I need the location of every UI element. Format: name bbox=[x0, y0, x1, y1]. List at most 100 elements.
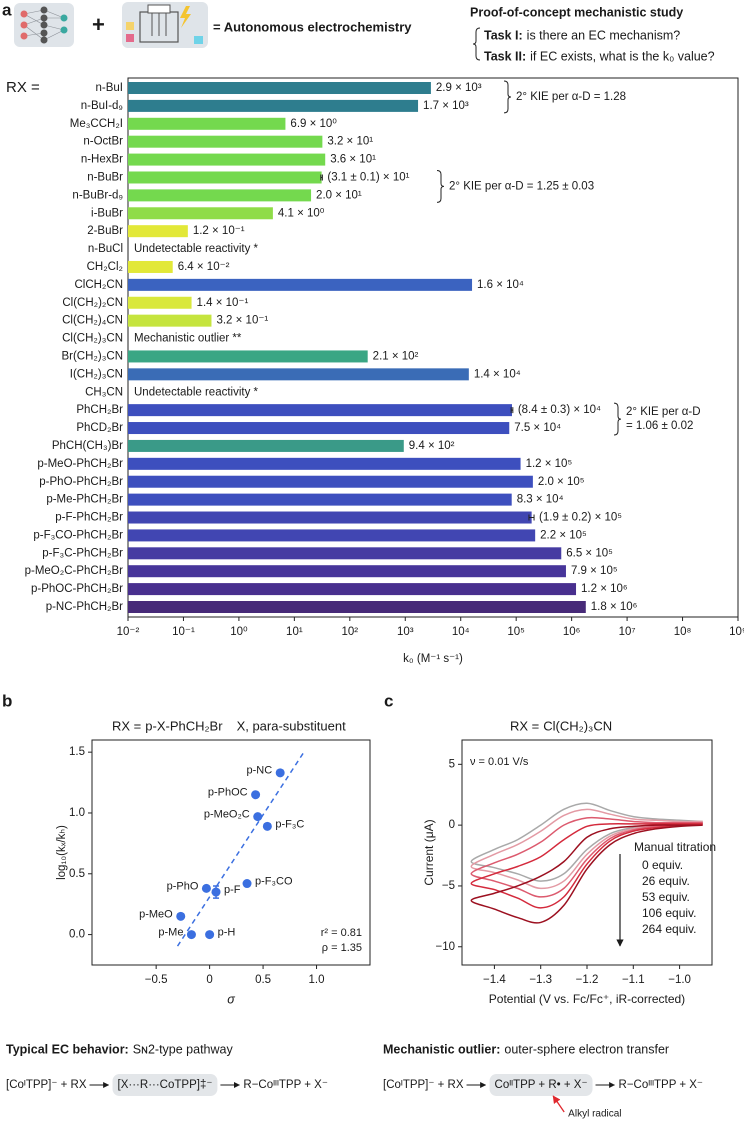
kie-brace bbox=[436, 169, 445, 203]
bar bbox=[128, 296, 192, 309]
value-label: 3.6 × 10¹ bbox=[330, 154, 376, 166]
y-tick-label: −10 bbox=[435, 941, 455, 953]
y-tick-label: 5 bbox=[449, 758, 455, 770]
category-label: PhCD₂Br bbox=[76, 422, 123, 434]
bar bbox=[128, 117, 286, 130]
category-label: Cl(CH₂)₄CN bbox=[62, 315, 123, 327]
kie-brace bbox=[503, 80, 512, 114]
scheme-heading: Mechanistic outlier: bbox=[383, 1042, 500, 1056]
cv-curve bbox=[470, 802, 703, 882]
category-label: CH₃CN bbox=[85, 386, 123, 398]
study-title: Proof-of-concept mechanistic study bbox=[470, 5, 683, 19]
bar bbox=[128, 135, 323, 148]
cv-curve bbox=[470, 808, 703, 890]
scheme-term: R−CoᴵᴵᴵTPP + X⁻ bbox=[243, 1079, 328, 1091]
value-label: 7.5 × 10⁴ bbox=[514, 422, 561, 434]
panel-label: a bbox=[2, 0, 12, 19]
task-text: if EC exists, what is the k₀ value? bbox=[530, 49, 714, 63]
cv-curve bbox=[470, 816, 703, 898]
error-bar bbox=[510, 407, 514, 414]
x-tick-label: 10⁵ bbox=[507, 626, 525, 638]
category-label: p-PhOC-PhCH₂Br bbox=[31, 583, 123, 595]
scheme-term: R−CoᴵᴵᴵTPP + X⁻ bbox=[619, 1079, 704, 1091]
category-label: PhCH₂Br bbox=[76, 404, 123, 416]
bar bbox=[128, 565, 566, 578]
bar bbox=[128, 171, 322, 184]
x-tick-label: 10³ bbox=[397, 626, 414, 638]
point-label: p-PhO bbox=[167, 880, 199, 892]
data-point bbox=[275, 768, 285, 778]
value-label: (1.9 ± 0.2) × 10⁵ bbox=[539, 512, 622, 524]
point-label: p-MeO₂C bbox=[204, 809, 250, 821]
point-label: p-F bbox=[224, 884, 241, 896]
chart-title: p-X-PhCH₂Br bbox=[145, 718, 223, 733]
bar bbox=[128, 529, 536, 542]
legend-title: Manual titration bbox=[634, 840, 716, 854]
category-label: p-F-PhCH₂Br bbox=[55, 512, 123, 524]
legend-entry: 264 equiv. bbox=[642, 922, 697, 936]
value-label: 7.9 × 10⁵ bbox=[571, 565, 618, 577]
data-point bbox=[201, 883, 211, 893]
annotation: ν = 0.01 V/s bbox=[470, 756, 529, 768]
x-tick-label: −1.2 bbox=[576, 974, 599, 986]
bar bbox=[128, 511, 532, 524]
value-label: 2.1 × 10² bbox=[373, 350, 419, 362]
category-label: n-BuI-d₉ bbox=[81, 100, 123, 112]
category-label: p-Me-PhCH₂Br bbox=[46, 494, 123, 506]
y-tick-label: 0.5 bbox=[69, 868, 85, 880]
chart-title: Cl(CH₂)₃CN bbox=[543, 718, 612, 733]
y-tick-label: 0 bbox=[449, 819, 455, 831]
plus-sign: + bbox=[92, 12, 105, 37]
value-label: 3.2 × 10⁻¹ bbox=[216, 315, 268, 327]
category-label: n-HexBr bbox=[81, 154, 123, 166]
point-label: p-H bbox=[218, 927, 236, 939]
kie-annotation: 2° KIE per α-D = 1.25 ± 0.03 bbox=[449, 180, 594, 192]
cv-curve bbox=[470, 824, 703, 924]
category-label: n-BuBr bbox=[87, 172, 123, 184]
scheme-heading: Typical EC behavior: bbox=[6, 1042, 129, 1056]
x-tick-label: 10⁶ bbox=[563, 626, 581, 638]
radical-note: Alkyl radical bbox=[568, 1109, 621, 1120]
x-tick-label: 10⁻¹ bbox=[172, 626, 195, 638]
x-axis-label: σ bbox=[227, 992, 235, 1006]
bar bbox=[128, 314, 212, 327]
value-label: 6.4 × 10⁻² bbox=[178, 261, 230, 273]
data-point bbox=[205, 930, 215, 940]
data-point bbox=[253, 812, 263, 822]
intermediate-box bbox=[489, 1074, 593, 1096]
value-label: 2.2 × 10⁵ bbox=[540, 529, 587, 541]
bar bbox=[128, 493, 512, 506]
bar bbox=[128, 583, 577, 596]
bar bbox=[128, 475, 533, 488]
bar bbox=[128, 225, 188, 238]
value-label: Undetectable reactivity * bbox=[134, 243, 259, 255]
category-label: I(CH₂)₃CN bbox=[70, 368, 123, 380]
category-label: p-F₃CO-PhCH₂Br bbox=[33, 529, 123, 541]
category-label: Me₃CCH₂I bbox=[70, 118, 123, 130]
scheme-term: [X···R···CoTPP]‡⁻ bbox=[118, 1079, 213, 1091]
kie-brace bbox=[613, 402, 622, 436]
plot-frame bbox=[127, 77, 739, 618]
x-tick-label: 1.0 bbox=[309, 974, 325, 986]
scheme-subheading: Sɴ2-type pathway bbox=[133, 1042, 234, 1056]
x-tick-label: −0.5 bbox=[145, 974, 168, 986]
data-point bbox=[242, 879, 252, 889]
plot-frame bbox=[91, 739, 371, 966]
bar bbox=[128, 457, 521, 470]
category-label: 2-BuBr bbox=[87, 225, 123, 237]
y-tick-label: 1.0 bbox=[69, 807, 85, 819]
y-tick-label: 1.5 bbox=[69, 746, 85, 758]
bar bbox=[128, 350, 368, 363]
bar bbox=[128, 82, 431, 94]
x-axis-label: k₀ (M⁻¹ s⁻¹) bbox=[403, 653, 463, 665]
category-label: p-PhO-PhCH₂Br bbox=[39, 476, 123, 488]
point-label: p-PhOC bbox=[208, 787, 248, 799]
value-label: 1.8 × 10⁶ bbox=[591, 601, 638, 613]
legend-entry: 26 equiv. bbox=[642, 874, 690, 888]
value-label: (8.4 ± 0.3) × 10⁴ bbox=[518, 404, 601, 416]
category-label: p-F₃C-PhCH₂Br bbox=[42, 547, 123, 559]
category-label: ClCH₂CN bbox=[74, 279, 123, 291]
x-tick-label: 10¹ bbox=[286, 626, 303, 638]
bar bbox=[128, 99, 419, 112]
kie-annotation: 2° KIE per α-D bbox=[626, 406, 701, 418]
